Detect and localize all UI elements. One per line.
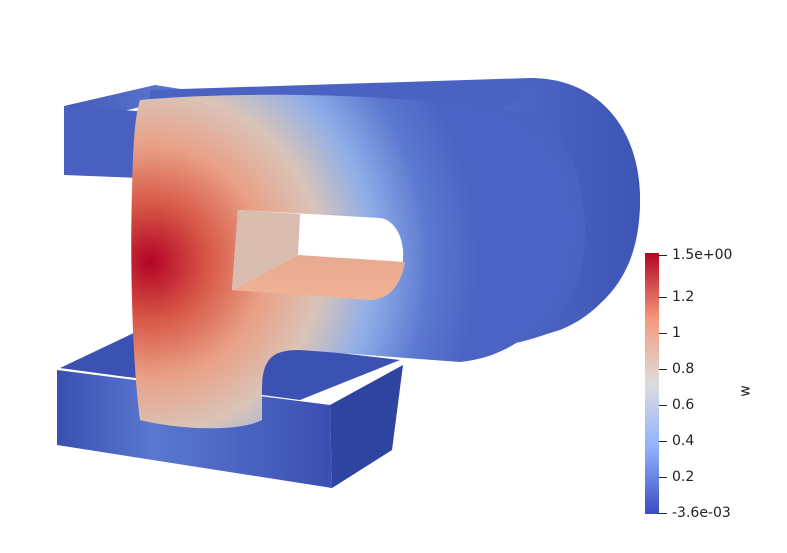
colorbar-tick-mark — [659, 297, 667, 298]
colorbar-tick-mark — [659, 405, 667, 406]
colorbar-tick-label: 0.6 — [672, 397, 695, 413]
base-right-face — [330, 365, 403, 488]
colorbar-tick-label: 0.8 — [672, 361, 695, 377]
colorbar-tick-label: -3.6e-03 — [672, 505, 731, 521]
colorbar-gradient — [645, 253, 659, 514]
colorbar-tick-mark — [659, 333, 667, 334]
colorbar — [645, 253, 659, 514]
top-flange-front-face — [64, 106, 150, 178]
colorbar-tick-label: 0.4 — [672, 433, 695, 449]
base-front-face — [57, 370, 332, 488]
colorbar-tick-mark — [659, 513, 667, 514]
colorbar-tick-label: 1.2 — [672, 289, 695, 305]
colorbar-tick-label: 1 — [672, 325, 681, 341]
colorbar-tick-mark — [659, 255, 667, 256]
colorbar-title: w — [737, 385, 754, 397]
colorbar-tick-label: 0.2 — [672, 469, 695, 485]
colorbar-tick-mark — [659, 369, 667, 370]
bowl-rim-side — [500, 80, 640, 345]
hole-bottom-wall — [232, 255, 405, 300]
hole-left-wall — [232, 210, 300, 290]
colorbar-tick-mark — [659, 477, 667, 478]
colorbar-tick-label: 1.5e+00 — [672, 247, 733, 263]
colorbar-tick-mark — [659, 441, 667, 442]
